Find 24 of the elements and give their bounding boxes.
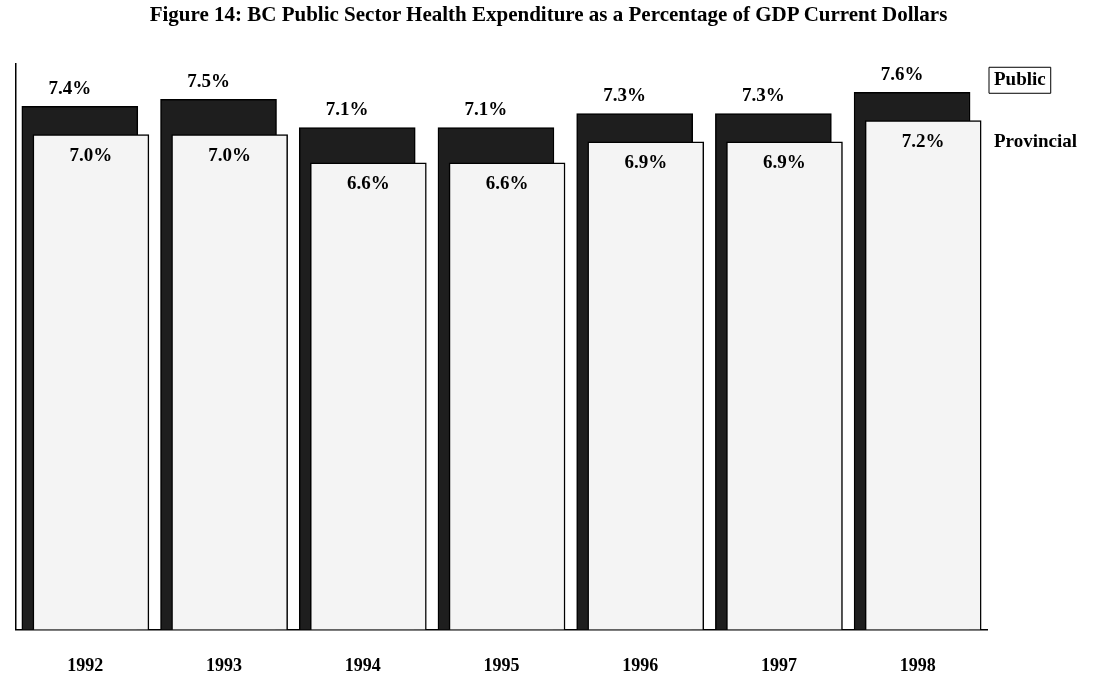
data-label: 7.3% — [603, 83, 647, 105]
data-label: 6.9% — [624, 151, 668, 173]
data-label: 7.6% — [880, 62, 924, 84]
data-label: 7.0% — [69, 144, 113, 166]
chart-title: Figure 14: BC Public Sector Health Expenditure as a Percentage of GDP Current Dollars — [148, 1, 949, 28]
data-label: 6.9% — [763, 151, 806, 173]
x-tick-label: 1993 — [206, 654, 243, 675]
data-label: 6.6% — [485, 172, 529, 194]
data-label: 7.1% — [464, 98, 508, 120]
data-label: 6.6% — [346, 172, 390, 194]
x-tick-label: 1998 — [899, 654, 936, 675]
x-tick-label: 1996 — [622, 654, 659, 675]
data-label: 7.0% — [208, 144, 251, 166]
data-label: 7.3% — [742, 83, 785, 105]
data-label: 7.4% — [48, 76, 92, 98]
data-label: 7.5% — [187, 69, 230, 91]
data-label: 7.2% — [901, 129, 945, 151]
x-tick-label: 1992 — [67, 654, 104, 675]
x-tick-label: 1995 — [483, 654, 520, 675]
series-label: Public — [994, 68, 1046, 90]
data-label: 7.1% — [325, 98, 369, 120]
x-tick-label: 1997 — [760, 654, 797, 675]
series-label: Provincial — [994, 130, 1078, 152]
x-tick-label: 1994 — [344, 654, 381, 675]
